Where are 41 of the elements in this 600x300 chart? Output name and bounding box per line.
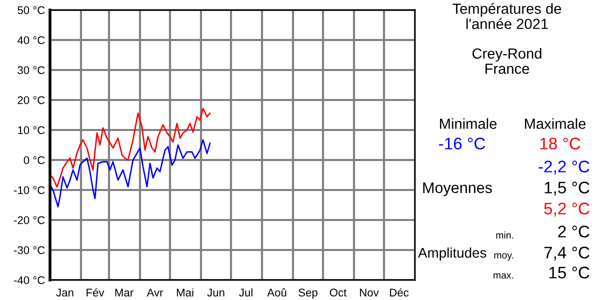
x-tick-label: Avr [146,288,164,296]
x-tick-label: Nov [360,288,379,296]
y-tick-label: -40 °C [14,276,45,284]
y-tick-label: 10 °C [18,126,45,134]
x-tick-label: Sep [298,288,318,299]
text: 1,5 °C [544,182,590,196]
x-tick-label: Aoû [267,288,286,296]
text: Températures de l'année 2021 [452,3,562,30]
text: Maximale [525,118,586,129]
x-tick-label: Oct [330,288,347,296]
x-tick-label: Jun [207,288,224,296]
y-tick-label: 0 °C [24,156,45,164]
text: Amplitudes [418,248,486,260]
x-tick-label: Fév [86,288,104,296]
y-tick-label: -10 °C [14,186,45,194]
text: 15 °C [549,266,590,278]
y-tick-label: 50 °C [18,6,45,14]
text: -2,2 °C [538,160,590,174]
x-tick-label: Mai [176,288,194,296]
text: Minimale [440,118,497,129]
text: moy. [494,253,514,261]
text: -16 °C [439,138,486,150]
x-tick-label: Mar [115,288,134,296]
text: max. [494,273,514,279]
y-tick-label: -30 °C [14,246,45,254]
line-series [50,139,211,208]
text: 2 °C [558,226,590,238]
text: 7,4 °C [544,246,590,260]
text: Moyennes [423,182,492,196]
line-series [50,108,211,188]
y-tick-label: 20 °C [18,96,45,104]
y-tick-label: 40 °C [17,36,45,44]
text: min. [496,231,514,239]
x-tick-label: Jan [56,288,74,296]
y-tick-label: -20 °C [14,216,45,224]
x-tick-label: Déc [390,288,409,296]
text: 18 °C [540,138,580,150]
y-tick-label: 30 °C [18,66,45,74]
x-tick-label: Jul [239,288,252,296]
text: Crey-Rond France [472,48,542,74]
text: 5,2 °C [544,202,590,216]
